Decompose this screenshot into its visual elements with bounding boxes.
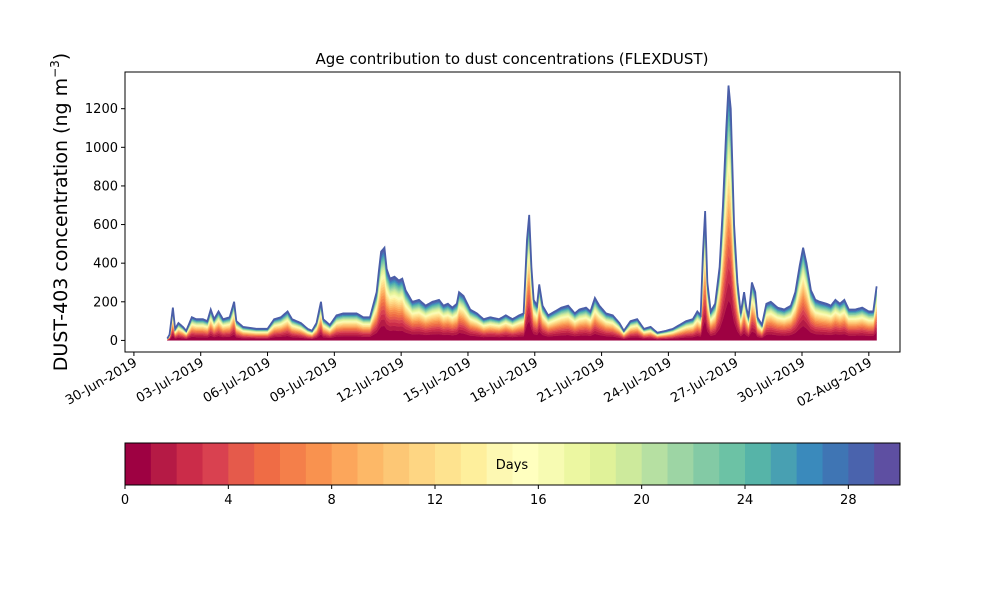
y-tick-label: 1200: [85, 102, 118, 117]
y-tick-label: 1000: [85, 141, 118, 156]
colorbar-segment-3: [202, 443, 229, 485]
colorbar-tick-label: 4: [224, 493, 232, 508]
plot-area-frame: [124, 71, 901, 353]
colorbar-segment-21: [667, 443, 694, 485]
y-tick-label: 400: [93, 257, 118, 272]
colorbar-segment-18: [590, 443, 617, 485]
colorbar-segment-20: [641, 443, 668, 485]
colorbar-segment-15: [512, 443, 539, 485]
colorbar-segment-26: [796, 443, 823, 485]
colorbar-tick-label: 24: [737, 493, 754, 508]
colorbar-tick-label: 0: [121, 493, 129, 508]
colorbar-tick-label: 20: [633, 493, 650, 508]
y-axis-label-main: DUST-403 concentration (ng m: [50, 78, 72, 371]
y-tick-label: 600: [93, 218, 118, 233]
colorbar-segment-1: [150, 443, 178, 485]
colorbar-ticks: 0 4 8 12 16 20 24 28: [121, 485, 857, 508]
colorbar-segment-9: [357, 443, 384, 485]
colorbar-segment-13: [460, 443, 488, 485]
colorbar-segment-25: [770, 443, 798, 485]
colorbar-segment-5: [254, 443, 281, 485]
colorbar-segment-16: [538, 443, 565, 485]
colorbar: Days 0 4 8 12 16 20 24 28: [121, 442, 901, 508]
colorbar-segment-6: [280, 443, 307, 485]
y-axis-label: DUST-403 concentration (ng m−3): [48, 53, 72, 371]
colorbar-frame: [124, 442, 901, 486]
colorbar-tick-label: 28: [840, 493, 857, 508]
colorbar-segment-2: [176, 443, 203, 485]
colorbar-label: Days: [496, 458, 529, 473]
colorbar-segment-24: [745, 443, 772, 485]
colorbar-segment-12: [435, 443, 462, 485]
colorbar-segment-14: [486, 443, 513, 485]
y-tick-label: 0: [110, 334, 118, 349]
colorbar-segment-7: [305, 443, 333, 485]
colorbar-tick-label: 12: [427, 493, 444, 508]
total-line-group: [166, 85, 878, 339]
y-axis-label-close: ): [50, 53, 72, 60]
chart-title: Age contribution to dust concentrations …: [316, 50, 709, 68]
colorbar-segment-19: [615, 443, 643, 485]
y-axis-label-superscript: −3: [48, 60, 62, 78]
colorbar-segment-23: [719, 443, 746, 485]
colorbar-segment-17: [564, 443, 591, 485]
y-tick-label: 800: [93, 179, 118, 194]
colorbar-tick-label: 16: [530, 493, 547, 508]
y-tick-label: 200: [93, 295, 118, 310]
colorbar-segment-28: [848, 443, 875, 485]
colorbar-tick-label: 8: [328, 493, 336, 508]
colorbar-segments: [125, 443, 901, 485]
colorbar-segment-8: [331, 443, 358, 485]
y-axis: 0 200 400 600 800 1000 1200: [85, 102, 125, 349]
colorbar-segment-0: [125, 443, 152, 485]
colorbar-segment-10: [383, 443, 410, 485]
colorbar-segment-22: [693, 443, 720, 485]
colorbar-segment-11: [409, 443, 436, 485]
colorbar-segment-27: [822, 443, 849, 485]
colorbar-segment-4: [228, 443, 255, 485]
colorbar-segment-29: [874, 443, 901, 485]
total-concentration-line: [166, 85, 878, 339]
